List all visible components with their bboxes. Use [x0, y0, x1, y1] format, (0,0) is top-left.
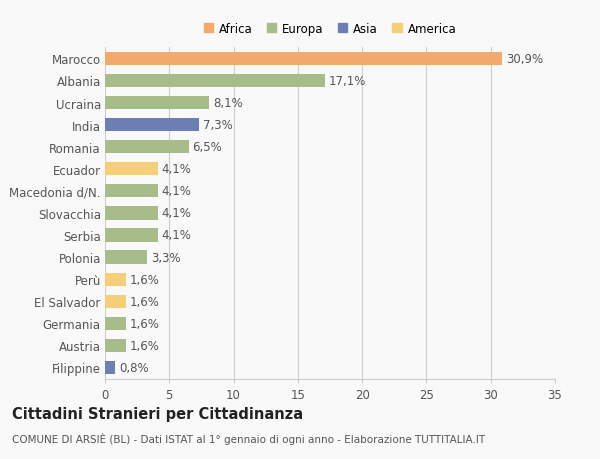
Bar — [105, 119, 199, 132]
Bar — [105, 361, 115, 374]
Text: 8,1%: 8,1% — [213, 97, 243, 110]
Bar — [105, 97, 209, 110]
Text: 4,1%: 4,1% — [161, 229, 191, 242]
Text: 1,6%: 1,6% — [130, 273, 160, 286]
Bar — [105, 339, 125, 352]
Bar — [105, 141, 188, 154]
Bar — [105, 295, 125, 308]
Bar — [105, 53, 502, 66]
Bar — [105, 273, 125, 286]
Bar — [105, 251, 148, 264]
Bar — [105, 207, 158, 220]
Text: 30,9%: 30,9% — [506, 53, 543, 66]
Bar — [105, 75, 325, 88]
Text: 0,8%: 0,8% — [119, 361, 149, 374]
Text: 1,6%: 1,6% — [130, 317, 160, 330]
Text: 17,1%: 17,1% — [329, 75, 366, 88]
Text: 1,6%: 1,6% — [130, 295, 160, 308]
Text: 4,1%: 4,1% — [161, 207, 191, 220]
Text: 7,3%: 7,3% — [203, 119, 232, 132]
Text: 3,3%: 3,3% — [151, 251, 181, 264]
Text: 6,5%: 6,5% — [193, 141, 222, 154]
Bar — [105, 317, 125, 330]
Bar — [105, 185, 158, 198]
Text: COMUNE DI ARSIÈ (BL) - Dati ISTAT al 1° gennaio di ogni anno - Elaborazione TUTT: COMUNE DI ARSIÈ (BL) - Dati ISTAT al 1° … — [12, 432, 485, 444]
Text: 4,1%: 4,1% — [161, 163, 191, 176]
Text: Cittadini Stranieri per Cittadinanza: Cittadini Stranieri per Cittadinanza — [12, 406, 303, 421]
Text: 1,6%: 1,6% — [130, 339, 160, 352]
Text: 4,1%: 4,1% — [161, 185, 191, 198]
Bar — [105, 163, 158, 176]
Legend: Africa, Europa, Asia, America: Africa, Europa, Asia, America — [203, 23, 457, 36]
Bar — [105, 229, 158, 242]
